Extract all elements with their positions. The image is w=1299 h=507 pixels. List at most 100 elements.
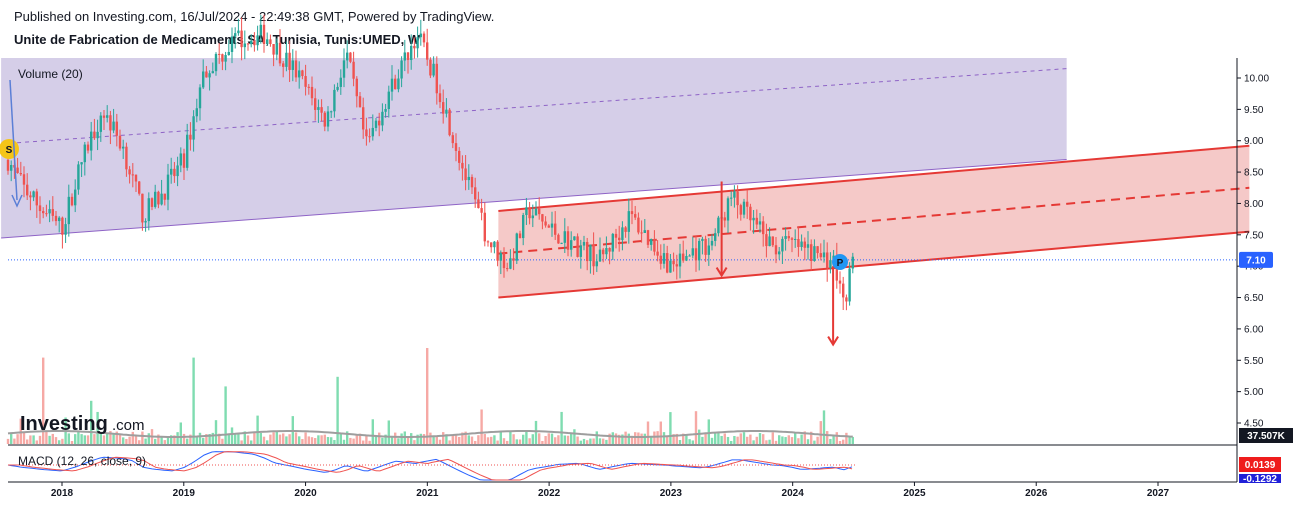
volume-bar: [698, 429, 701, 444]
volume-bar: [416, 434, 419, 444]
volume-bar: [534, 420, 538, 444]
volume-bar: [317, 435, 320, 444]
logo-suffix: .com: [112, 417, 145, 434]
candle-body: [570, 240, 573, 250]
volume-bar: [794, 432, 797, 444]
candle-body: [378, 120, 381, 126]
candle-body: [771, 236, 774, 246]
candle-body: [448, 109, 451, 136]
candle-body: [675, 264, 678, 267]
volume-bar: [496, 440, 499, 444]
candle-body: [310, 86, 314, 99]
volume-bar: [557, 435, 560, 444]
candle-body: [518, 233, 522, 239]
volume-bar: [163, 440, 166, 444]
volume-bar: [122, 437, 125, 444]
candle-body: [602, 249, 605, 255]
candle-body: [477, 199, 480, 209]
volume-bar: [813, 440, 816, 444]
volume-bar: [486, 437, 490, 444]
candle-body: [458, 150, 461, 163]
volume-bar: [832, 435, 835, 444]
candle-body: [842, 283, 845, 298]
volume-bar: [237, 433, 240, 444]
volume-bar: [157, 434, 160, 444]
volume-bar: [387, 420, 390, 444]
candle-body: [669, 260, 672, 273]
candle-body: [266, 39, 269, 44]
candle-body: [253, 40, 256, 46]
volume-bar: [304, 432, 307, 444]
volume-bar: [512, 434, 515, 444]
volume-bar: [339, 433, 342, 444]
volume-bar: [442, 432, 445, 444]
candle-body: [90, 131, 93, 151]
candle-body: [301, 70, 304, 77]
candle-body: [394, 78, 397, 90]
volume-bar: [483, 434, 486, 444]
candle-body: [755, 217, 758, 225]
volume-bar: [96, 411, 99, 444]
volume-bar: [144, 438, 147, 444]
candle-body: [182, 153, 186, 168]
volume-bar: [592, 438, 595, 444]
volume-bar: [490, 436, 493, 444]
volume-bar: [48, 435, 51, 444]
volume-bar: [365, 435, 368, 444]
candle-body: [736, 191, 739, 206]
volume-bar: [310, 437, 314, 444]
candle-body: [691, 248, 694, 256]
candle-body: [688, 255, 691, 257]
candle-body: [496, 241, 499, 261]
candle-body: [189, 134, 192, 140]
price-tick-label: 8.00: [1244, 199, 1264, 210]
chart-title: Unite de Fabrication de Medicaments SA, …: [14, 32, 421, 47]
candle-body: [787, 236, 790, 239]
candle-body: [781, 238, 784, 252]
volume-bar: [541, 440, 544, 444]
volume-bar: [189, 434, 192, 444]
svg-text:-0.1292: -0.1292: [1243, 474, 1277, 485]
candle-body: [848, 268, 851, 302]
volume-bar: [736, 436, 739, 444]
candle-body: [10, 164, 13, 171]
volume-bar: [109, 431, 112, 444]
volume-bar: [739, 433, 742, 444]
candle-body: [589, 244, 592, 262]
volume-bar: [682, 433, 685, 444]
candle-body: [58, 217, 61, 222]
upper-channel: [1, 58, 1067, 239]
volume-bar: [26, 439, 29, 444]
volume-bar: [723, 433, 726, 444]
candle-body: [224, 55, 227, 62]
candle-body: [438, 93, 442, 103]
volume-bar: [787, 435, 790, 444]
volume-bar: [368, 440, 371, 444]
arrow-head: [715, 267, 728, 278]
down-arrows: [715, 181, 839, 347]
candle-body: [16, 167, 19, 174]
pivot-marker[interactable]: P: [832, 254, 848, 270]
volume-bar: [16, 434, 19, 444]
candle-body: [624, 227, 627, 232]
candle-body: [704, 238, 707, 255]
candle-body: [294, 60, 298, 78]
volume-bar: [771, 432, 774, 444]
candle-body: [70, 196, 74, 206]
volume-bar: [131, 431, 134, 444]
candle-body: [509, 258, 512, 269]
volume-bar: [659, 421, 662, 444]
volume-bar: [154, 438, 157, 444]
candle-body: [285, 52, 288, 67]
candle-body: [218, 53, 221, 55]
candle-body: [726, 198, 730, 221]
macd-tag-2: -0.1292: [1239, 474, 1281, 485]
candle-body: [32, 191, 35, 198]
volume-bar: [179, 422, 182, 444]
candle-body: [259, 24, 262, 36]
candle-body: [304, 76, 307, 87]
volume-bar: [218, 433, 221, 444]
candle-body: [605, 248, 608, 255]
volume-bar: [470, 436, 474, 444]
